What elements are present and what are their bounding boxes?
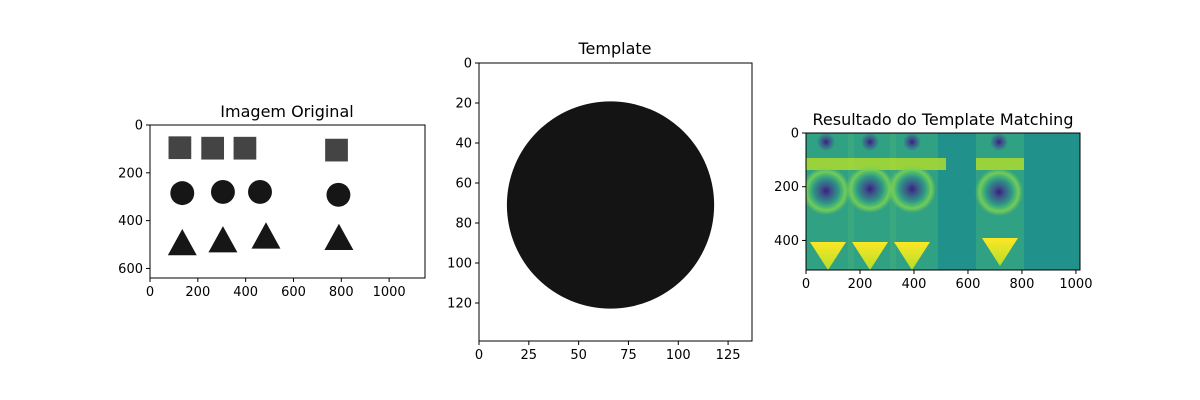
triangle-shape <box>251 222 281 249</box>
y-tick-label: 100 <box>447 257 472 272</box>
circle-shape <box>506 101 715 309</box>
y-tick-label: 400 <box>774 234 799 249</box>
square-shape <box>168 136 192 160</box>
panel-original: Imagem Original 0 200 400 600 800 1000 0 200 40… <box>118 102 426 300</box>
x-tick-label: 0 <box>475 348 483 363</box>
y-tick-label: 120 <box>447 297 472 312</box>
x-tick-label: 400 <box>233 285 258 300</box>
panel-result-frame <box>805 132 1081 271</box>
heat-topspot-2 <box>861 133 879 151</box>
heat-triangle-2 <box>852 242 888 270</box>
panel-template-y-ticks: 0 20 40 60 80 100 120 <box>447 57 479 312</box>
heat-spot-1 <box>812 177 840 205</box>
panel-result-x-ticks: 0 200 400 600 800 1000 <box>802 270 1092 292</box>
x-tick-label: 1000 <box>373 285 406 300</box>
x-tick-label: 25 <box>521 348 538 363</box>
heat-triangle-4 <box>982 238 1018 266</box>
x-tick-label: 800 <box>1010 277 1035 292</box>
panel-original-frame <box>149 124 426 279</box>
square-shape <box>201 136 225 160</box>
triangle-shape <box>208 226 238 253</box>
x-tick-label: 200 <box>848 277 873 292</box>
panel-result-title: Resultado do Template Matching <box>813 110 1074 129</box>
square-shape <box>325 138 348 162</box>
y-tick-label: 600 <box>118 262 143 277</box>
y-tick-label: 60 <box>455 177 472 192</box>
heat-topspot-4 <box>990 133 1008 151</box>
y-tick-label: 0 <box>464 57 472 72</box>
panel-original-background <box>150 125 425 278</box>
x-tick-label: 0 <box>802 277 810 292</box>
y-tick-label: 20 <box>455 97 472 112</box>
heat-spot-4 <box>985 178 1013 206</box>
panel-original-title: Imagem Original <box>220 102 353 121</box>
result-heatmap <box>806 133 1080 270</box>
y-tick-label: 200 <box>774 180 799 195</box>
heat-topspot-3 <box>903 133 921 151</box>
y-tick-label: 200 <box>118 166 143 181</box>
panel-template-shapes <box>506 101 715 309</box>
circle-shape <box>248 179 272 204</box>
y-tick-label: 40 <box>455 137 472 152</box>
panel-result: Resultado do Template Matching <box>774 110 1092 292</box>
square-shape <box>233 136 257 160</box>
panel-template: Template 0 25 50 75 100 125 0 20 40 60 80 100 120 <box>447 39 753 363</box>
x-tick-label: 125 <box>716 348 741 363</box>
x-tick-label: 800 <box>329 285 354 300</box>
panel-template-title: Template <box>577 39 651 58</box>
heat-row-top-right <box>976 158 1024 170</box>
x-tick-label: 400 <box>902 277 927 292</box>
panel-result-y-ticks: 0 200 400 <box>774 127 806 249</box>
x-tick-label: 0 <box>146 285 154 300</box>
heat-triangle-1 <box>810 242 846 270</box>
y-tick-label: 80 <box>455 217 472 232</box>
heat-spot-2 <box>856 175 884 203</box>
y-tick-label: 0 <box>135 119 143 134</box>
panel-original-y-ticks: 0 200 400 600 <box>118 119 150 277</box>
x-tick-label: 600 <box>956 277 981 292</box>
panel-template-frame <box>478 62 753 342</box>
x-tick-label: 50 <box>570 348 587 363</box>
circle-shape <box>326 182 351 207</box>
circle-shape <box>170 181 195 206</box>
panel-original-shapes <box>167 136 354 256</box>
panel-template-x-ticks: 0 25 50 75 100 125 <box>475 341 741 363</box>
triangle-shape <box>167 228 197 256</box>
x-tick-label: 75 <box>620 348 637 363</box>
circle-shape <box>210 179 235 204</box>
x-tick-label: 600 <box>281 285 306 300</box>
y-tick-label: 400 <box>118 214 143 229</box>
triangle-shape <box>324 223 354 251</box>
panel-original-x-ticks: 0 200 400 600 800 1000 <box>146 278 406 300</box>
y-tick-label: 0 <box>791 127 799 142</box>
heat-triangle-3 <box>894 242 930 270</box>
x-tick-label: 100 <box>666 348 691 363</box>
x-tick-label: 1000 <box>1059 277 1092 292</box>
heat-topspot-1 <box>817 133 835 151</box>
x-tick-label: 200 <box>185 285 210 300</box>
heat-spot-3 <box>898 175 926 203</box>
